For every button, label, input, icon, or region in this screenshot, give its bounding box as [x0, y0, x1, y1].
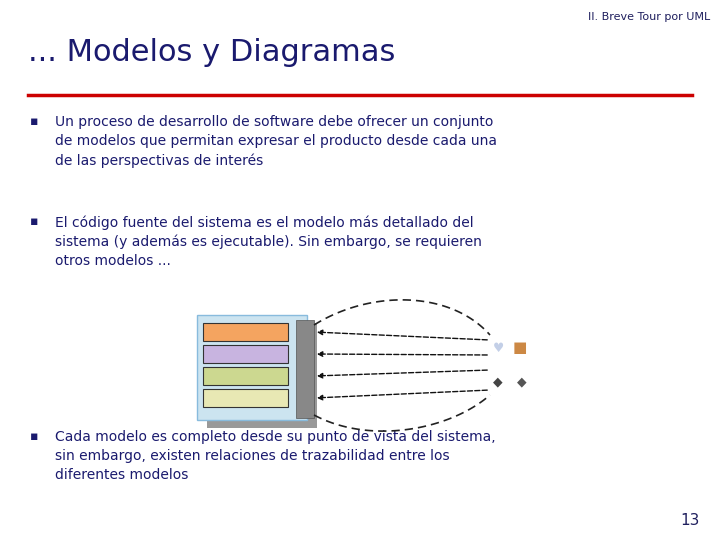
- Text: El código fuente del sistema es el modelo más detallado del
sistema (y además es: El código fuente del sistema es el model…: [55, 215, 482, 268]
- Text: Cada modelo es completo desde su punto de vista del sistema,
sin embargo, existe: Cada modelo es completo desde su punto d…: [55, 430, 495, 482]
- Bar: [203, 367, 288, 385]
- Bar: [207, 323, 317, 428]
- Text: ■: ■: [513, 341, 527, 355]
- Text: ▪: ▪: [30, 115, 38, 128]
- Text: ... Modelos y Diagramas: ... Modelos y Diagramas: [28, 38, 395, 67]
- Bar: [203, 389, 288, 407]
- Text: ◆: ◆: [493, 375, 503, 388]
- Text: Un proceso de desarrollo de software debe ofrecer un conjunto
de modelos que per: Un proceso de desarrollo de software deb…: [55, 115, 497, 167]
- Text: ▪: ▪: [30, 215, 38, 228]
- Text: II. Breve Tour por UML: II. Breve Tour por UML: [588, 12, 710, 22]
- Text: ♥: ♥: [492, 341, 503, 354]
- Bar: [203, 345, 288, 363]
- Text: ◆: ◆: [517, 375, 527, 388]
- Text: ▪: ▪: [30, 430, 38, 443]
- Text: 13: 13: [680, 513, 700, 528]
- Bar: [296, 320, 314, 418]
- Bar: [203, 323, 288, 341]
- Bar: [197, 315, 307, 420]
